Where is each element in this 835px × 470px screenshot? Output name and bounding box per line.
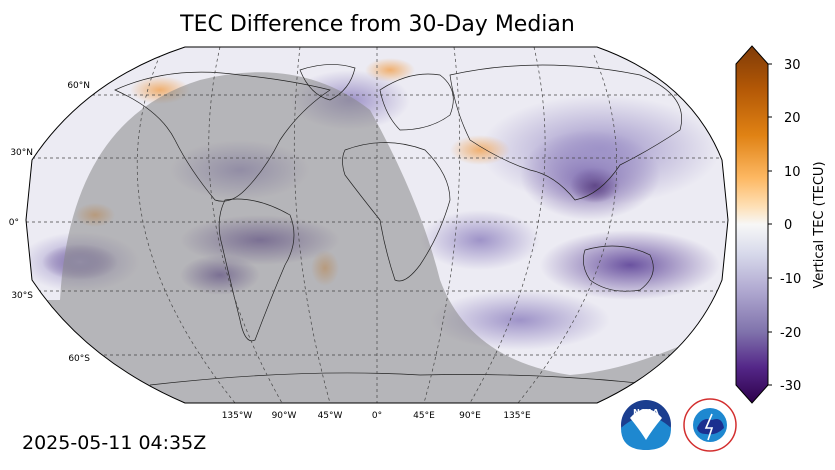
lon-label: 45°W	[318, 411, 343, 421]
asia	[449, 64, 682, 201]
lat-label: 0°	[9, 218, 19, 228]
south-america	[218, 198, 295, 342]
lat-label: 30°N	[10, 148, 33, 158]
colorbar-tick-label: -10	[780, 272, 801, 287]
north-america	[114, 71, 331, 202]
greenland	[299, 64, 356, 101]
globe-outline	[25, 46, 729, 404]
australia	[583, 245, 654, 292]
lon-label: 135°W	[222, 411, 253, 421]
lat-label: 30°S	[11, 291, 33, 301]
colorbar-tick-label: 0	[784, 218, 792, 233]
lon-label: 45°E	[413, 411, 435, 421]
coastlines	[114, 64, 682, 389]
lon-label: 90°W	[272, 411, 297, 421]
africa	[342, 142, 451, 282]
lon-label: 0°	[372, 411, 382, 421]
colorbar-tick-label: 20	[784, 111, 801, 126]
colorbar: 30 20 10 0 -10 -20 -30 Vertical TEC (TEC…	[735, 45, 827, 404]
map-title: TEC Difference from 30-Day Median	[180, 12, 575, 37]
lon-labels: 135°W 90°W 45°W 0° 45°E 90°E 135°E	[222, 411, 531, 421]
colorbar-tick-label: -20	[780, 326, 801, 341]
lon-label: 90°E	[459, 411, 481, 421]
europe	[379, 73, 454, 131]
globe	[26, 47, 728, 403]
colorbar-tick-label: 30	[784, 58, 801, 73]
lat-label: 60°N	[67, 81, 90, 91]
noaa-logo: NOAA	[621, 400, 671, 450]
lon-label: 135°E	[503, 411, 531, 421]
timestamp: 2025-05-11 04:35Z	[22, 432, 207, 454]
colorbar-ticks	[768, 63, 772, 386]
noaa-logo-text: NOAA	[633, 408, 659, 417]
nws-logo	[683, 398, 737, 452]
lat-labels: 60°N 30°N 0° 30°S 60°S	[9, 81, 91, 364]
night-shading	[26, 72, 728, 403]
antarctica	[149, 372, 681, 389]
colorbar-tick-label: 10	[784, 165, 801, 180]
lat-label: 60°S	[68, 354, 90, 364]
colorbar-bar	[735, 45, 769, 404]
colorbar-title: Vertical TEC (TECU)	[812, 161, 827, 288]
graticule	[26, 47, 728, 403]
colorbar-tick-label: -30	[780, 379, 801, 394]
